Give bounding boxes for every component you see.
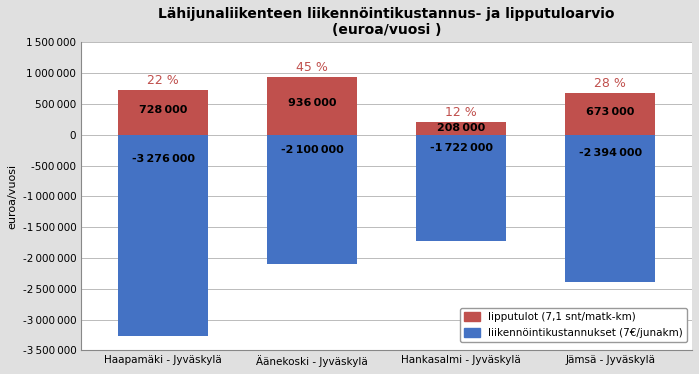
Text: 45 %: 45 %: [296, 61, 328, 74]
Text: 22 %: 22 %: [147, 74, 179, 87]
Text: -3 276 000: -3 276 000: [131, 154, 194, 164]
Text: -2 394 000: -2 394 000: [579, 147, 642, 157]
Bar: [268, 77, 356, 135]
Bar: [565, 135, 655, 282]
Text: 208 000: 208 000: [437, 123, 485, 133]
Legend: lipputulot (7,1 snt/matk-km), liikennöintikustannukset (7€/junakm): lipputulot (7,1 snt/matk-km), liikennöin…: [460, 308, 687, 342]
Text: 728 000: 728 000: [139, 105, 187, 115]
Text: 673 000: 673 000: [586, 107, 634, 117]
Bar: [417, 135, 506, 241]
Text: 936 000: 936 000: [288, 98, 336, 108]
Bar: [565, 94, 655, 135]
Text: -1 722 000: -1 722 000: [430, 142, 493, 153]
Bar: [118, 90, 208, 135]
Bar: [118, 135, 208, 337]
Bar: [268, 135, 356, 264]
Text: 28 %: 28 %: [594, 77, 626, 90]
Text: -2 100 000: -2 100 000: [281, 145, 343, 155]
Y-axis label: euroa/vuosi: euroa/vuosi: [7, 164, 17, 229]
Title: Lähijunaliikenteen liikennöintikustannus- ja lipputuloarvio
(euroa/vuosi ): Lähijunaliikenteen liikennöintikustannus…: [159, 7, 615, 37]
Text: 12 %: 12 %: [445, 106, 477, 119]
Bar: [417, 122, 506, 135]
